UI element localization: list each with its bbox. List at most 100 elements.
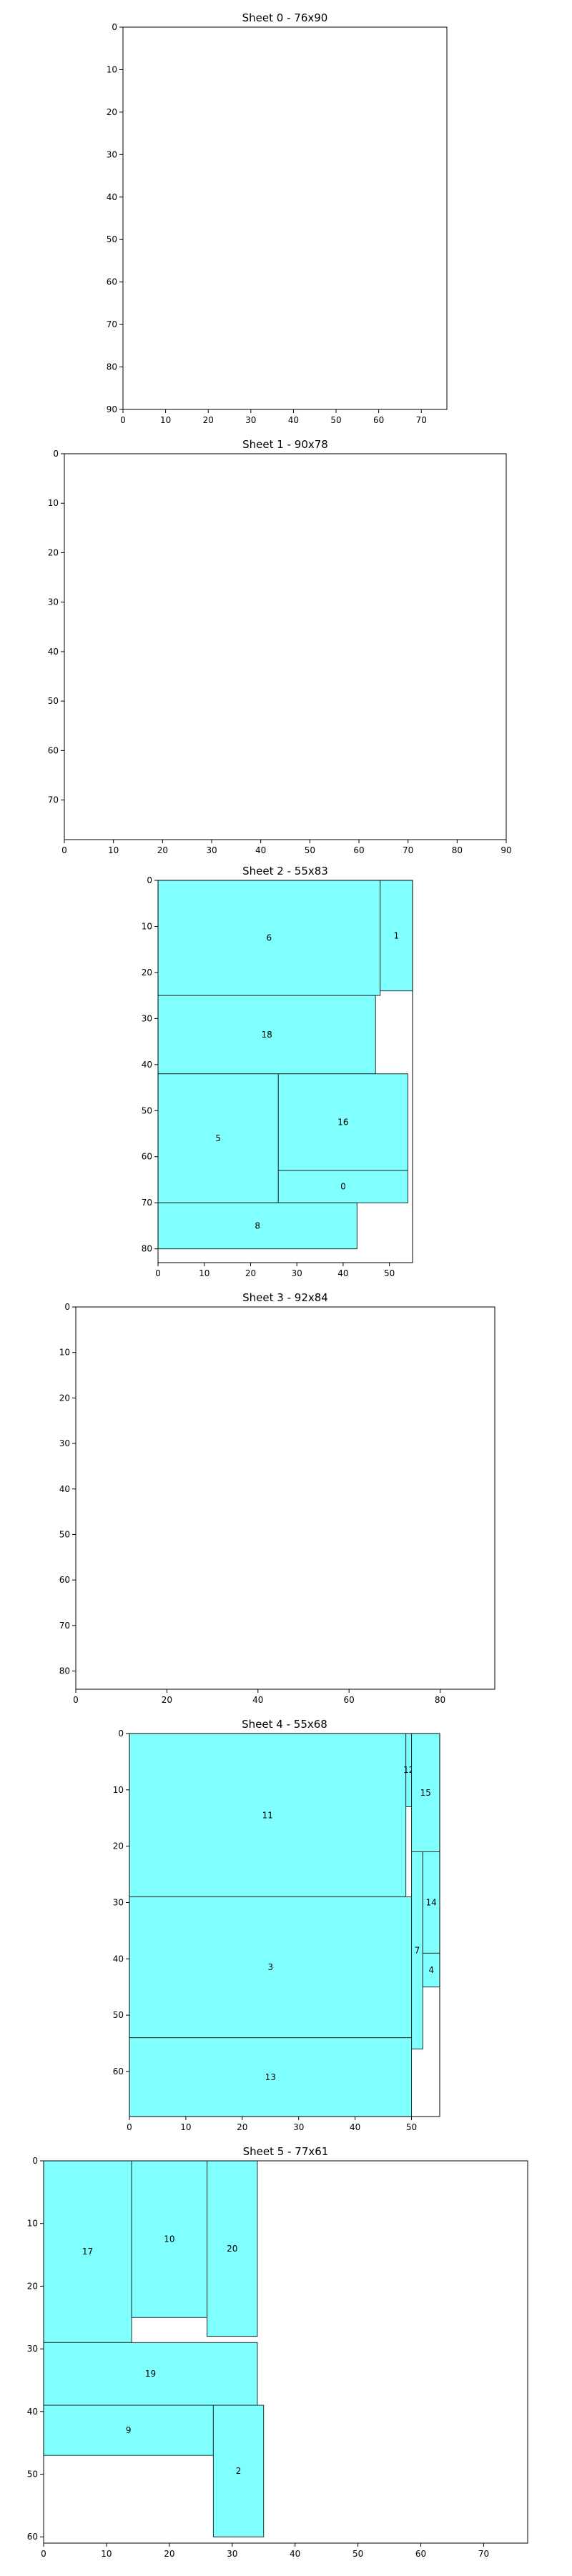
sheet-2-piece-label-0: 0 — [340, 1182, 346, 1192]
sheet-4-piece-label-15: 15 — [420, 1788, 431, 1798]
sheet-5-y-tick-label: 50 — [27, 2470, 38, 2480]
sheet-4-y-tick-label: 30 — [113, 1897, 124, 1907]
sheet-1-panel: Sheet 1 - 90x78 0 10 20 30 40 50 60 70 80 90 0 10 20 3… — [48, 438, 512, 855]
sheet-5-x-tick-label: 30 — [227, 2549, 237, 2559]
sheet-0-y-tick-label: 80 — [107, 362, 117, 372]
sheet-3-y-tick-label: 50 — [59, 1529, 70, 1539]
sheet-4-y-tick-label: 60 — [113, 2067, 124, 2077]
sheet-1-x-tick-label: 90 — [500, 845, 511, 855]
sheet-4-y-tick-label: 0 — [118, 1729, 124, 1739]
sheet-5-piece-label-20: 20 — [227, 2244, 237, 2254]
sheet-4-piece-label-4: 4 — [428, 1965, 434, 1975]
sheet-3-y-tick-label: 0 — [64, 1302, 70, 1312]
sheet-2-y-tick-label: 50 — [142, 1105, 152, 1115]
sheet-3-y-tick-label: 40 — [59, 1484, 70, 1494]
sheet-2-x-tick-label: 20 — [245, 1268, 256, 1278]
sheet-5-y-tick-label: 0 — [32, 2156, 38, 2166]
sheet-3-x-tick-label: 0 — [73, 1695, 79, 1705]
sheet-0-x-tick-label: 0 — [120, 415, 126, 425]
sheet-4-x-tick-label: 30 — [293, 2122, 304, 2132]
sheet-4-x-tick-label: 20 — [237, 2122, 247, 2132]
sheet-5-x-tick-label: 50 — [352, 2549, 363, 2559]
sheet-2-x-tick-label: 30 — [292, 1268, 302, 1278]
sheet-2-piece-label-8: 8 — [255, 1220, 260, 1230]
sheet-5-piece-2 — [212, 2405, 265, 2537]
sheet-2-x-tick-label: 50 — [384, 1268, 395, 1278]
sheet-0-y-tick-label: 20 — [107, 107, 117, 117]
sheet-0-panel: Sheet 0 - 76x90 0 10 20 30 40 50 60 70 0 10 20 30 40 5… — [107, 11, 448, 425]
sheet-0-x-tick-label: 60 — [373, 415, 384, 425]
sheet-4-title: Sheet 4 - 55x68 — [242, 1718, 327, 1731]
sheet-5-x-tick-label: 60 — [415, 2549, 426, 2559]
sheet-5-piece-label-9: 9 — [126, 2425, 132, 2435]
sheet-2-piece-0 — [277, 1170, 409, 1203]
sheet-0-y-tick-label: 40 — [107, 192, 117, 202]
sheet-2-piece-label-5: 5 — [215, 1133, 221, 1143]
sheet-5-piece-label-10: 10 — [164, 2234, 174, 2244]
sheet-2-piece-label-18: 18 — [261, 1030, 272, 1040]
sheet-2-x-tick-label: 40 — [337, 1268, 348, 1278]
sheet-5-x-tick-label: 0 — [41, 2549, 46, 2559]
sheet-0-y-tick-label: 90 — [107, 404, 117, 414]
sheet-3-title: Sheet 3 - 92x84 — [242, 1291, 328, 1304]
sheet-5-x-tick-label: 20 — [164, 2549, 174, 2559]
sheet-1-y-tick-label: 60 — [48, 745, 59, 755]
sheet-1-x-tick-label: 50 — [305, 845, 315, 855]
sheet-4-y-tick-label: 40 — [113, 1954, 124, 1964]
sheet-4-x-tick-label: 0 — [127, 2122, 132, 2132]
sheet-1-x-tick-label: 10 — [108, 845, 119, 855]
sheet-2-piece-label-16: 16 — [337, 1117, 348, 1127]
sheet-5-y-tick-label: 60 — [27, 2532, 38, 2542]
sheet-0-x-tick-label: 20 — [203, 415, 214, 425]
sheet-5-piece-label-17: 17 — [82, 2247, 93, 2257]
sheet-3-x-tick-label: 80 — [435, 1695, 445, 1705]
sheet-1-y-tick-label: 70 — [48, 795, 59, 805]
sheet-3-x-tick-label: 20 — [162, 1695, 172, 1705]
sheet-2-piece-label-6: 6 — [267, 933, 272, 943]
sheet-2-piece-8 — [157, 1202, 358, 1250]
sheet-4-piece-label-11: 11 — [262, 1810, 273, 1820]
sheet-4-piece-13 — [129, 2037, 413, 2117]
sheet-5-y-tick-label: 20 — [27, 2281, 38, 2291]
sheet-1-x-tick-label: 40 — [255, 845, 266, 855]
sheet-5-piece-label-2: 2 — [236, 2466, 242, 2476]
sheet-3-y-tick-label: 30 — [59, 1438, 70, 1448]
sheet-0-x-tick-label: 50 — [330, 415, 341, 425]
sheet-4-piece-3 — [129, 1896, 413, 2039]
sheet-1-x-tick-label: 70 — [403, 845, 413, 855]
sheet-3-y-tick-label: 60 — [59, 1575, 70, 1585]
sheet-0-title: Sheet 0 - 76x90 — [242, 11, 328, 24]
sheet-1-y-tick-label: 10 — [48, 498, 59, 508]
sheet-2-y-tick-label: 60 — [142, 1152, 152, 1162]
sheet-2-piece-label-1: 1 — [394, 930, 400, 940]
sheet-1-y-tick-label: 0 — [53, 449, 59, 459]
sheet-2-axes-frame — [157, 880, 413, 1263]
sheet-5-y-tick-label: 30 — [27, 2344, 38, 2354]
sheet-1-axes-frame — [64, 453, 507, 840]
sheet-3-x-tick-label: 60 — [344, 1695, 355, 1705]
sheet-3-panel: Sheet 3 - 92x84 0 20 40 60 80 0 10 20 30 40 50 60 70 8… — [59, 1291, 495, 1705]
sheet-0-x-tick-label: 10 — [160, 415, 171, 425]
sheet-1-x-tick-label: 30 — [206, 845, 217, 855]
sheet-0-y-tick-label: 70 — [107, 319, 117, 329]
sheet-2-y-tick-label: 80 — [142, 1244, 152, 1254]
sheet-3-axes-frame — [75, 1306, 495, 1690]
sheet-2-x-tick-label: 0 — [155, 1268, 161, 1278]
sheet-4-y-tick-label: 50 — [113, 2010, 124, 2020]
sheet-4-piece-11 — [129, 1733, 407, 1898]
sheet-1-title: Sheet 1 - 90x78 — [242, 438, 328, 451]
sheet-5-piece-17 — [43, 2160, 132, 2343]
sheet-2-y-tick-label: 40 — [142, 1060, 152, 1070]
sheet-4-y-tick-label: 20 — [113, 1841, 124, 1851]
sheet-1-x-tick-label: 60 — [353, 845, 364, 855]
sheet-0-x-tick-label: 30 — [245, 415, 256, 425]
sheet-5-x-tick-label: 70 — [478, 2549, 489, 2559]
sheet-2-y-tick-label: 70 — [142, 1198, 152, 1208]
sheet-0-y-tick-label: 10 — [107, 64, 117, 74]
sheet-4-y-tick-label: 10 — [113, 1785, 124, 1795]
